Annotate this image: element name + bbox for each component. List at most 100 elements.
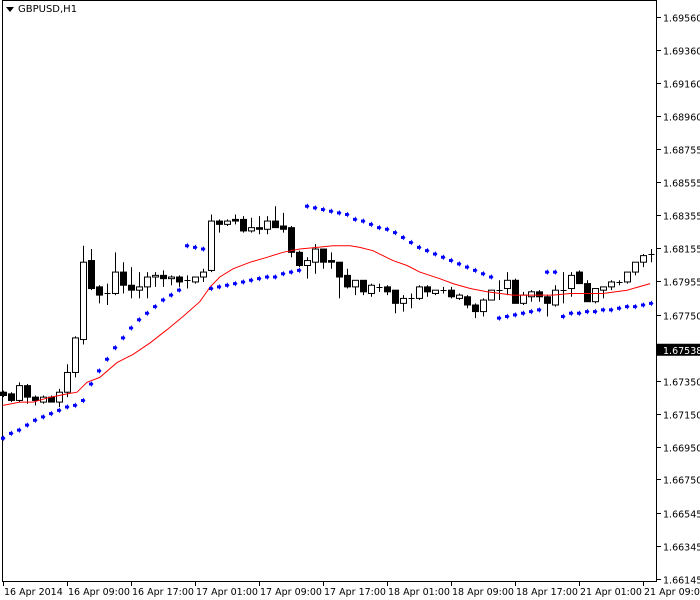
candle <box>384 285 391 296</box>
sar-dot <box>537 306 542 313</box>
sar-dot <box>345 211 350 218</box>
sar-dot <box>129 325 134 332</box>
sar-dot <box>113 344 118 351</box>
sar-dot <box>449 257 454 264</box>
candle <box>560 272 567 304</box>
candle <box>8 392 15 403</box>
candle <box>224 219 231 227</box>
sar-dot <box>305 203 310 210</box>
candle <box>360 279 367 296</box>
candle-body <box>312 248 319 263</box>
candle <box>168 275 175 286</box>
sar-dot <box>465 264 470 271</box>
sar-dot <box>89 380 94 387</box>
candle-body <box>624 271 631 283</box>
sar-dot <box>1 435 6 442</box>
sar-dot <box>161 297 166 304</box>
sar-dot <box>545 269 550 276</box>
candle <box>312 244 319 274</box>
candle <box>392 289 399 314</box>
candle <box>592 288 599 304</box>
chart-title[interactable]: GBPUSD,H1 <box>6 4 77 15</box>
candle <box>344 268 351 289</box>
candle-body <box>96 286 103 296</box>
sar-dot <box>81 397 86 404</box>
sar-dot <box>257 275 262 282</box>
candle <box>184 275 191 289</box>
sar-dot <box>577 310 582 317</box>
candle <box>0 390 7 398</box>
candle-body <box>232 218 239 222</box>
sar-dot <box>529 308 534 315</box>
dropdown-triangle-icon[interactable] <box>6 7 14 12</box>
candle <box>496 280 503 301</box>
time-tick-label: 18 Apr 01:00 <box>388 587 450 598</box>
price-axis: 1.69560 1.69360 1.69160 1.68960 1.68755 1.685… <box>657 14 700 587</box>
sar-dot <box>617 305 622 312</box>
moving-average-line <box>2 245 651 406</box>
sar-dot <box>561 313 566 320</box>
candle <box>488 289 495 301</box>
candle-body <box>608 281 615 288</box>
candle <box>352 279 359 296</box>
sar-dot <box>521 310 526 317</box>
plot-frame <box>2 0 657 582</box>
price-tick-label: 1.68755 <box>663 146 700 157</box>
candle <box>520 291 527 305</box>
candle <box>640 253 647 268</box>
candle <box>16 382 23 403</box>
candle-body <box>320 248 327 263</box>
candle <box>536 290 543 302</box>
sar-dot <box>217 283 222 290</box>
candle-body <box>344 274 351 288</box>
candle <box>128 267 135 299</box>
sar-dot <box>393 229 398 236</box>
price-tick-label: 1.67150 <box>663 411 700 422</box>
sar-dot <box>225 282 230 289</box>
sar-dot <box>481 270 486 277</box>
price-tick-label: 1.68355 <box>663 212 700 223</box>
candle-body <box>592 288 599 303</box>
sar-dot <box>641 301 646 308</box>
candle <box>192 276 199 284</box>
candle <box>64 364 71 398</box>
candle <box>96 285 103 304</box>
sar-dot <box>441 254 446 261</box>
candle <box>24 383 31 404</box>
candle-body <box>152 274 159 278</box>
sar-dot <box>153 303 158 310</box>
candle <box>480 298 487 317</box>
sar-dot <box>169 292 174 299</box>
candle-body <box>56 391 63 403</box>
sar-dot <box>249 277 254 284</box>
sar-dot <box>193 244 198 251</box>
price-tick-label: 1.66950 <box>663 444 700 455</box>
candle-body <box>176 276 183 283</box>
sar-dot <box>329 208 334 215</box>
candle <box>320 248 327 269</box>
candle <box>544 295 551 317</box>
price-tick-label: 1.69160 <box>663 80 700 91</box>
candle <box>336 261 343 299</box>
candle-body <box>24 385 31 398</box>
candle-body <box>72 337 79 373</box>
candle-body <box>280 225 287 230</box>
candle <box>624 271 631 284</box>
candle-body <box>288 227 295 253</box>
sar-dot <box>105 356 110 363</box>
candle-body <box>472 304 479 313</box>
candle-body <box>520 294 527 304</box>
candle-body <box>488 289 495 301</box>
candle <box>272 206 279 229</box>
sar-dot <box>57 407 62 414</box>
time-tick-label: 17 Apr 01:00 <box>196 587 258 598</box>
candle <box>584 280 591 303</box>
candle-body <box>80 261 87 341</box>
parabolic-sar-layer <box>1 203 654 442</box>
sar-dot <box>121 334 126 341</box>
sar-dot <box>425 247 430 254</box>
candle-body <box>424 286 431 293</box>
candle <box>136 272 143 299</box>
sar-dot <box>9 430 14 437</box>
